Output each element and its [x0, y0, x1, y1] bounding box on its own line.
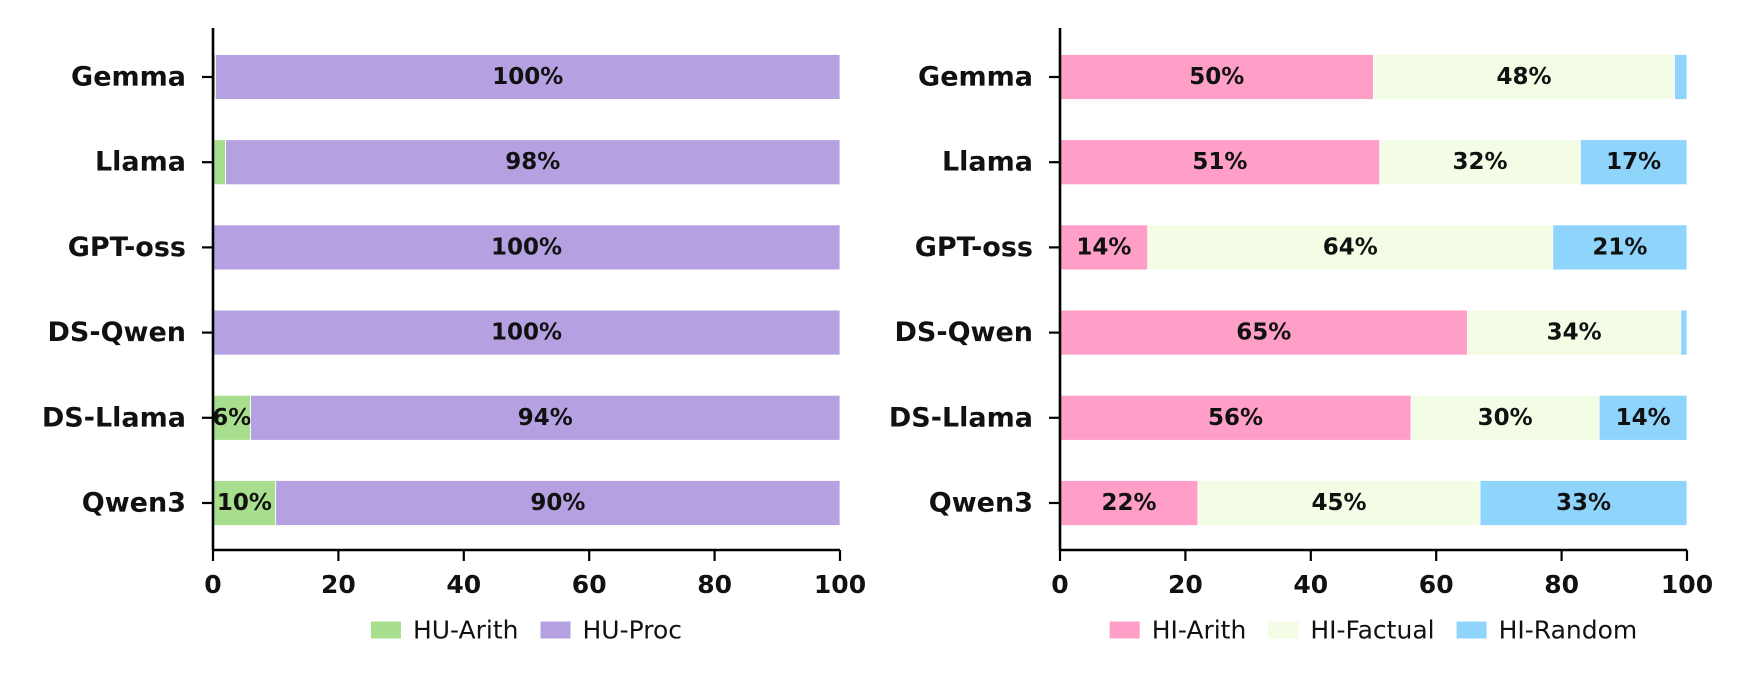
bar-value-label: 10%: [217, 490, 272, 516]
bar-value-label: 45%: [1311, 490, 1366, 516]
bar-value-label: 65%: [1236, 320, 1291, 346]
bar-value-label: 51%: [1192, 149, 1247, 175]
bar-hi-arith-ds-qwen: [1059, 309, 1468, 356]
x-tick-label: 0: [1051, 570, 1068, 599]
legend-swatch-hi-arith: [1109, 621, 1140, 639]
bar-hi-random-gpt-oss: [1552, 224, 1688, 271]
legend-label: HI-Factual: [1310, 616, 1434, 645]
bar-value-label: 14%: [1076, 234, 1131, 260]
category-label: GPT-oss: [915, 232, 1033, 263]
category-label: DS-Qwen: [895, 317, 1034, 348]
legend-swatch-hi-factual: [1268, 621, 1299, 639]
category-label: Llama: [942, 147, 1033, 178]
category-label: Qwen3: [929, 488, 1033, 519]
bar-hi-arith-qwen3: [1059, 480, 1199, 526]
bar-value-label: 34%: [1547, 320, 1602, 346]
x-tick-label: 20: [1168, 570, 1203, 599]
x-tick-label: 60: [572, 570, 607, 599]
category-label: DS-Qwen: [48, 317, 187, 348]
category-label: DS-Llama: [889, 402, 1033, 433]
bar-value-label: 33%: [1556, 490, 1611, 516]
category-label: DS-Llama: [42, 402, 186, 433]
x-tick-label: 80: [1544, 570, 1579, 599]
left-chart-panel: 100% Gemma 98% Llama 100% GPT-oss 100% DS-Qwen 6…: [42, 28, 866, 645]
bar-hi-factual-gemma: [1373, 54, 1675, 100]
legend-label: HI-Random: [1499, 616, 1638, 645]
bar-hi-arith-ds-llama: [1059, 394, 1412, 441]
bar-hu-arith-llama: [212, 139, 226, 186]
x-tick-label: 0: [204, 570, 221, 599]
bar-hi-random-gemma: [1674, 54, 1688, 100]
bar-hi-factual-gpt-oss: [1147, 224, 1554, 271]
bar-value-label: 50%: [1189, 64, 1244, 90]
x-tick-label: 100: [814, 570, 866, 599]
category-label: Gemma: [71, 62, 186, 93]
bar-value-label: 100%: [492, 64, 563, 90]
x-tick-label: 40: [446, 570, 481, 599]
bar-hi-random-llama: [1580, 139, 1688, 186]
category-label: Gemma: [918, 62, 1033, 93]
bar-value-label: 100%: [491, 234, 562, 260]
legend-label: HU-Arith: [413, 616, 519, 645]
x-tick-label: 20: [321, 570, 356, 599]
bar-hu-proc-ds-llama: [250, 394, 841, 441]
bar-value-label: 22%: [1101, 490, 1156, 516]
x-tick-label: 60: [1419, 570, 1454, 599]
bar-hi-arith-llama: [1059, 139, 1381, 186]
legend-label: HU-Proc: [583, 616, 683, 645]
x-tick-label: 80: [697, 570, 732, 599]
bar-value-label: 14%: [1616, 405, 1671, 431]
bar-hi-factual-ds-llama: [1410, 394, 1600, 441]
bar-value-label: 56%: [1208, 405, 1263, 431]
category-label: Qwen3: [82, 488, 186, 519]
bar-value-label: 17%: [1606, 149, 1661, 175]
right-chart-panel: 50% 48% Gemma 51% 32% 17% Llama 14% 64% 21% GPT-os…: [889, 28, 1713, 645]
bar-value-label: 98%: [505, 149, 560, 175]
bar-hi-random-qwen3: [1479, 480, 1688, 526]
bar-value-label: 94%: [518, 405, 573, 431]
bar-hu-arith-qwen3: [212, 480, 277, 526]
bar-hu-proc-gemma: [215, 54, 841, 100]
bar-value-label: 100%: [491, 320, 562, 346]
bar-value-label: 90%: [530, 490, 585, 516]
category-label: Llama: [95, 147, 186, 178]
legend-swatch-hu-proc: [540, 621, 571, 639]
x-tick-label: 100: [1661, 570, 1713, 599]
bar-hu-proc-ds-qwen: [212, 309, 841, 356]
bar-hu-proc-qwen3: [275, 480, 841, 526]
bar-hi-factual-ds-qwen: [1467, 309, 1682, 356]
x-tick-label: 40: [1293, 570, 1328, 599]
legend-swatch-hi-random: [1456, 621, 1487, 639]
legend-swatch-hu-arith: [370, 621, 401, 639]
bar-hi-factual-llama: [1379, 139, 1581, 186]
category-label: GPT-oss: [68, 232, 186, 263]
bar-hu-proc-gpt-oss: [212, 224, 841, 271]
bar-hi-random-ds-qwen: [1680, 309, 1688, 356]
bar-value-label: 32%: [1453, 149, 1508, 175]
bar-value-label: 30%: [1478, 405, 1533, 431]
bar-hu-proc-llama: [225, 139, 841, 186]
bar-hi-random-ds-llama: [1598, 394, 1688, 441]
bar-value-label: 21%: [1592, 234, 1647, 260]
bar-value-label: 6%: [212, 405, 251, 431]
bar-hi-arith-gpt-oss: [1059, 224, 1149, 271]
bar-hi-arith-gemma: [1059, 54, 1374, 100]
legend-label: HI-Arith: [1152, 616, 1247, 645]
bar-value-label: 64%: [1323, 234, 1378, 260]
bar-value-label: 48%: [1496, 64, 1551, 90]
